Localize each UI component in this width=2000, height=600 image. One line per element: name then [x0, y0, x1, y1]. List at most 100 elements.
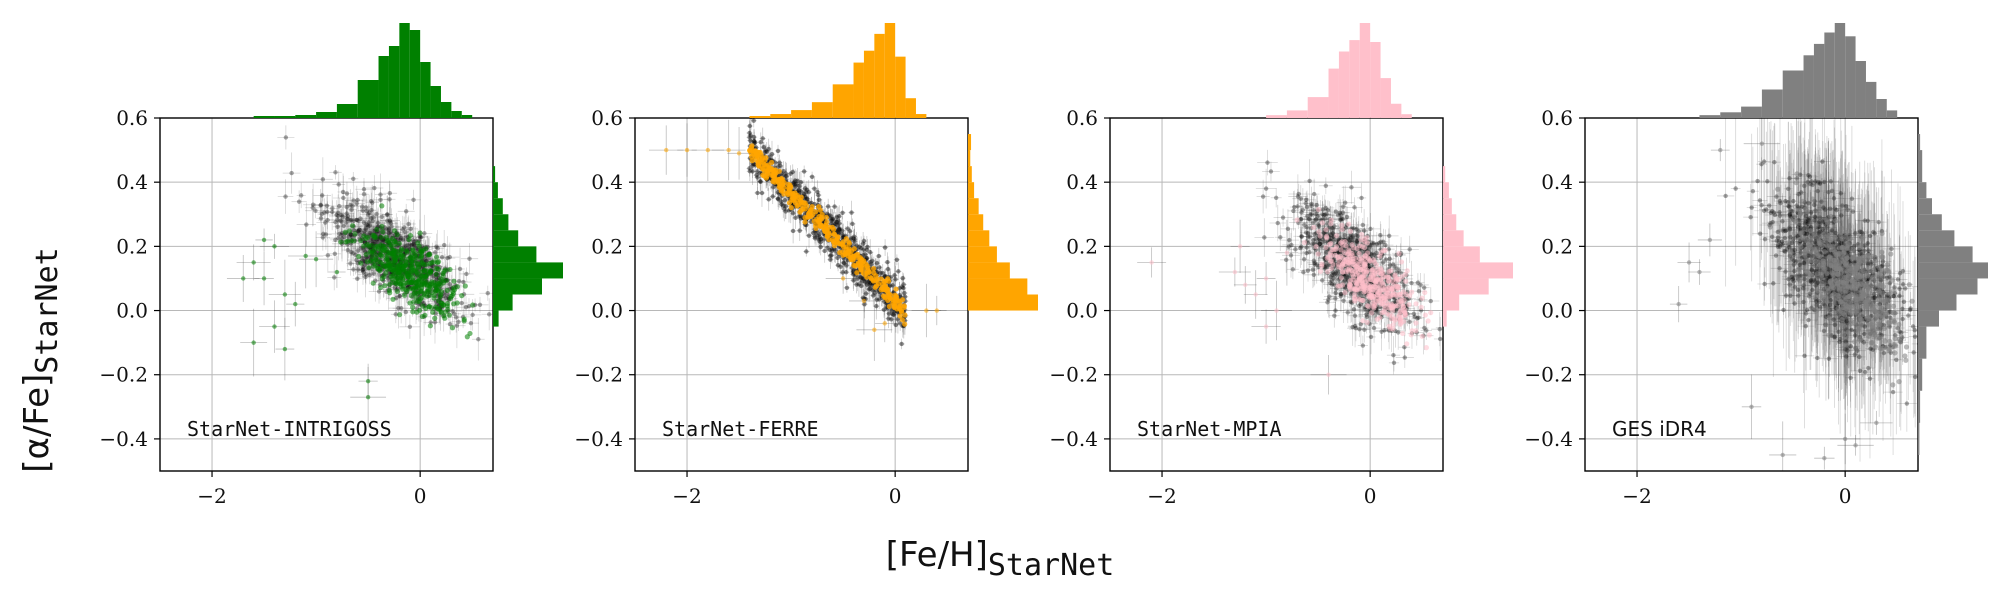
- data-point: [407, 324, 413, 330]
- data-point: [335, 224, 340, 229]
- data-point: [798, 216, 804, 221]
- y-histogram-bar: [493, 166, 496, 183]
- data-point: [833, 219, 839, 224]
- data-point: [419, 313, 425, 320]
- data-point: [338, 239, 344, 245]
- data-point: [348, 203, 353, 208]
- data-point: [821, 237, 826, 242]
- data-point: [370, 232, 376, 238]
- data-point: [845, 226, 850, 231]
- data-point: [485, 291, 490, 296]
- data-point: [859, 283, 864, 289]
- data-point: [387, 231, 392, 236]
- data-point: [856, 282, 862, 287]
- data-point: [792, 182, 797, 187]
- data-point: [453, 315, 459, 320]
- data-point: [784, 174, 789, 179]
- data-point: [332, 251, 338, 257]
- data-point: [803, 186, 808, 191]
- data-point: [790, 228, 796, 234]
- data-point: [379, 223, 385, 230]
- data-point: [313, 208, 318, 213]
- data-point: [310, 205, 315, 210]
- data-point: [783, 171, 788, 176]
- data-point: [283, 135, 289, 140]
- x-tick-label: −2: [197, 484, 226, 508]
- data-point: [834, 214, 840, 220]
- panels: −2 0 −0.4 −0.2 0.0 0.2 0.4 0.6 StarNet-INTRIGOSS…: [99, 23, 1988, 508]
- data-point: [838, 264, 843, 269]
- data-point: [313, 257, 319, 262]
- data-point: [456, 319, 461, 324]
- data-point: [347, 218, 352, 223]
- data-point: [423, 246, 429, 252]
- data-point: [397, 293, 402, 299]
- data-point: [379, 238, 384, 244]
- x-histogram-bar: [316, 112, 337, 118]
- data-point: [760, 136, 765, 141]
- y-tick-label: 0.4: [116, 170, 148, 194]
- y-histogram-bar: [493, 310, 499, 327]
- data-point: [818, 244, 823, 250]
- data-point: [771, 185, 776, 190]
- data-point: [375, 239, 380, 245]
- data-point: [836, 230, 841, 236]
- data-point: [833, 221, 838, 227]
- data-point: [766, 197, 771, 202]
- data-point: [366, 224, 371, 229]
- data-point: [404, 249, 410, 255]
- data-point: [842, 260, 847, 266]
- data-point: [850, 268, 856, 274]
- data-point: [869, 261, 874, 267]
- data-point: [366, 265, 372, 271]
- data-point: [459, 293, 465, 299]
- data-point: [758, 139, 763, 145]
- x-histogram-bar: [253, 116, 275, 118]
- data-point: [798, 213, 803, 218]
- data-point: [798, 189, 804, 194]
- panel-label: StarNet-INTRIGOSS: [187, 417, 392, 441]
- data-point: [436, 306, 442, 312]
- data-point: [350, 203, 355, 208]
- data-point: [367, 223, 372, 228]
- data-point: [837, 227, 842, 232]
- data-point: [385, 212, 390, 217]
- data-point: [854, 282, 859, 287]
- data-point: [355, 197, 360, 203]
- data-point: [365, 394, 371, 400]
- data-point: [410, 304, 416, 310]
- data-point: [361, 270, 366, 275]
- data-point: [866, 287, 872, 292]
- data-point: [801, 169, 807, 174]
- data-point: [803, 190, 809, 195]
- data-point: [840, 235, 845, 241]
- data-point: [382, 283, 388, 289]
- x-histogram-bar: [336, 104, 358, 118]
- data-point: [410, 309, 416, 315]
- data-point: [363, 227, 369, 232]
- data-point: [320, 235, 326, 240]
- data-point: [355, 276, 360, 281]
- data-point: [390, 273, 396, 279]
- data-point: [817, 238, 822, 243]
- data-point: [366, 220, 372, 225]
- data-point: [423, 261, 429, 267]
- x-histogram-bar: [378, 56, 389, 118]
- data-point: [387, 281, 393, 287]
- data-point: [394, 288, 400, 294]
- data-point: [755, 190, 760, 196]
- data-point: [852, 239, 857, 244]
- data-point: [372, 185, 377, 191]
- data-point: [802, 219, 808, 225]
- data-point: [456, 278, 462, 284]
- data-point: [384, 212, 390, 217]
- data-point: [755, 169, 760, 174]
- data-point: [816, 192, 821, 198]
- data-point: [403, 309, 409, 315]
- data-point: [847, 228, 853, 234]
- data-point: [827, 247, 833, 253]
- y-histogram-bar: [493, 214, 509, 231]
- data-point: [355, 248, 361, 253]
- data-point: [885, 266, 891, 272]
- data-point: [386, 263, 392, 269]
